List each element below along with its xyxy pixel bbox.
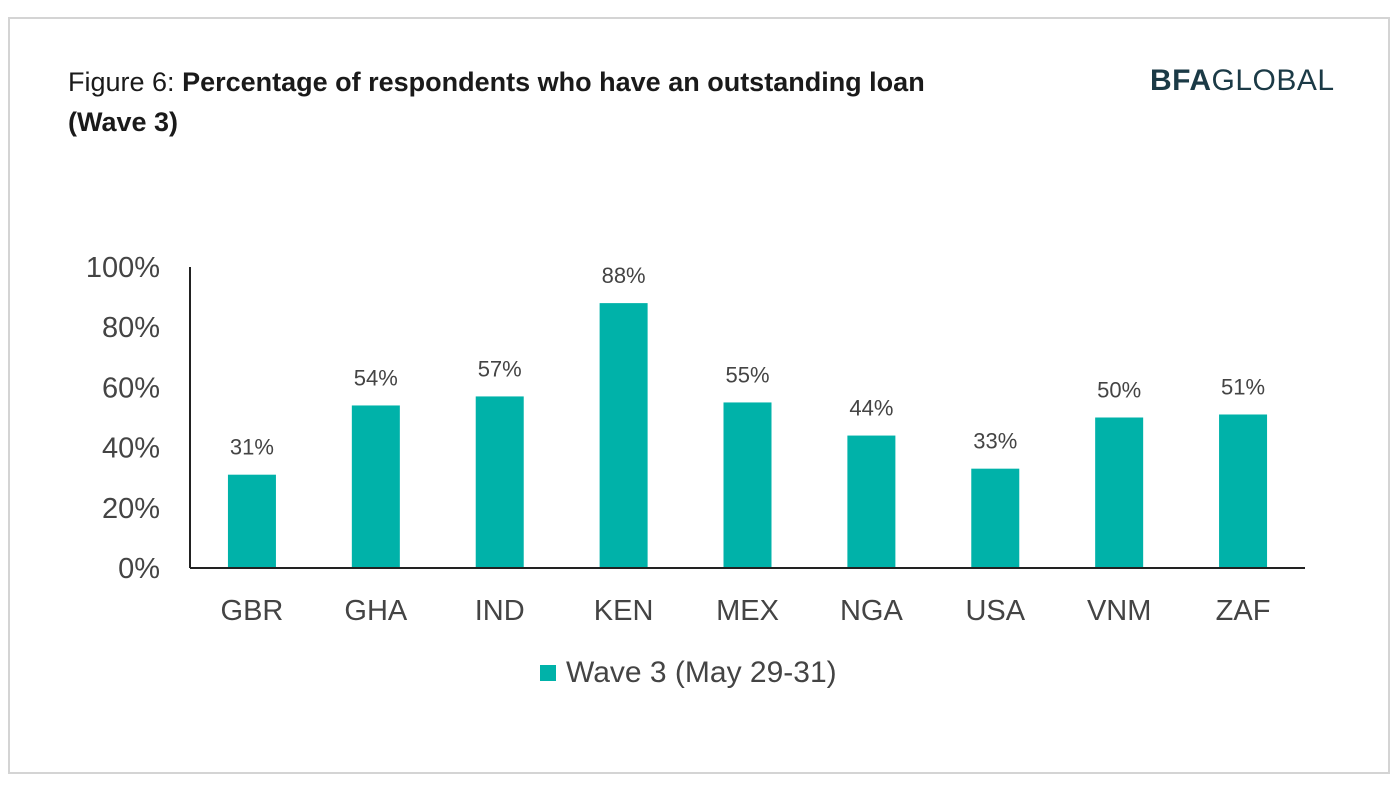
bar xyxy=(1095,417,1144,568)
bar-data-label: 57% xyxy=(478,356,522,381)
logo-part-global: GLOBAL xyxy=(1211,64,1335,97)
bar xyxy=(351,405,400,568)
x-tick-label: USA xyxy=(965,595,1025,627)
legend-swatch xyxy=(540,665,556,681)
bfa-global-logo: BFAGLOBAL xyxy=(1150,64,1335,98)
bar xyxy=(227,474,276,568)
bar xyxy=(475,396,524,568)
bar-data-label: 44% xyxy=(849,396,893,421)
y-axis-tick-labels: 0% 20% 40% 60% 80% 100% xyxy=(86,252,160,585)
title-prefix: Figure 6: xyxy=(68,67,175,97)
x-tick-label: KEN xyxy=(594,595,654,627)
bar xyxy=(847,435,896,568)
y-tick-label: 100% xyxy=(86,252,160,284)
y-tick-label: 80% xyxy=(102,312,160,344)
x-axis-tick-labels: GBR GHA IND KEN MEX NGA USA VNM ZAF xyxy=(221,595,1271,627)
y-tick-label: 0% xyxy=(118,553,160,585)
bar-data-labels: 31% 54% 57% 88% 55% 44% 33% 50% 51% xyxy=(230,263,1265,460)
bar-data-label: 33% xyxy=(973,429,1017,454)
title-text: Percentage of respondents who have an ou… xyxy=(68,67,925,137)
logo-part-bfa: BFA xyxy=(1150,64,1212,97)
bar xyxy=(599,303,648,568)
x-tick-label: VNM xyxy=(1087,595,1151,627)
bar-data-label: 88% xyxy=(602,263,646,288)
y-tick-label: 20% xyxy=(102,493,160,525)
chart-frame xyxy=(8,17,1390,774)
bar-data-label: 51% xyxy=(1221,374,1265,399)
x-tick-label: IND xyxy=(475,595,525,627)
x-tick-label: ZAF xyxy=(1216,595,1271,627)
bar xyxy=(1219,414,1268,568)
legend-label: Wave 3 (May 29-31) xyxy=(566,656,837,689)
x-tick-label: GBR xyxy=(221,595,284,627)
bar-data-label: 55% xyxy=(725,362,769,387)
bar-data-label: 50% xyxy=(1097,378,1141,403)
legend: Wave 3 (May 29-31) xyxy=(540,656,837,690)
x-tick-label: GHA xyxy=(344,595,408,627)
x-tick-label: MEX xyxy=(716,595,779,627)
y-tick-label: 60% xyxy=(102,372,160,404)
bar xyxy=(723,402,772,568)
bars xyxy=(227,303,1268,568)
chart-title: Figure 6: Percentage of respondents who … xyxy=(68,62,968,142)
bar-data-label: 31% xyxy=(230,435,274,460)
bar-data-label: 54% xyxy=(354,365,398,390)
y-tick-label: 40% xyxy=(102,433,160,465)
bar xyxy=(971,468,1020,568)
x-tick-label: NGA xyxy=(840,595,904,627)
